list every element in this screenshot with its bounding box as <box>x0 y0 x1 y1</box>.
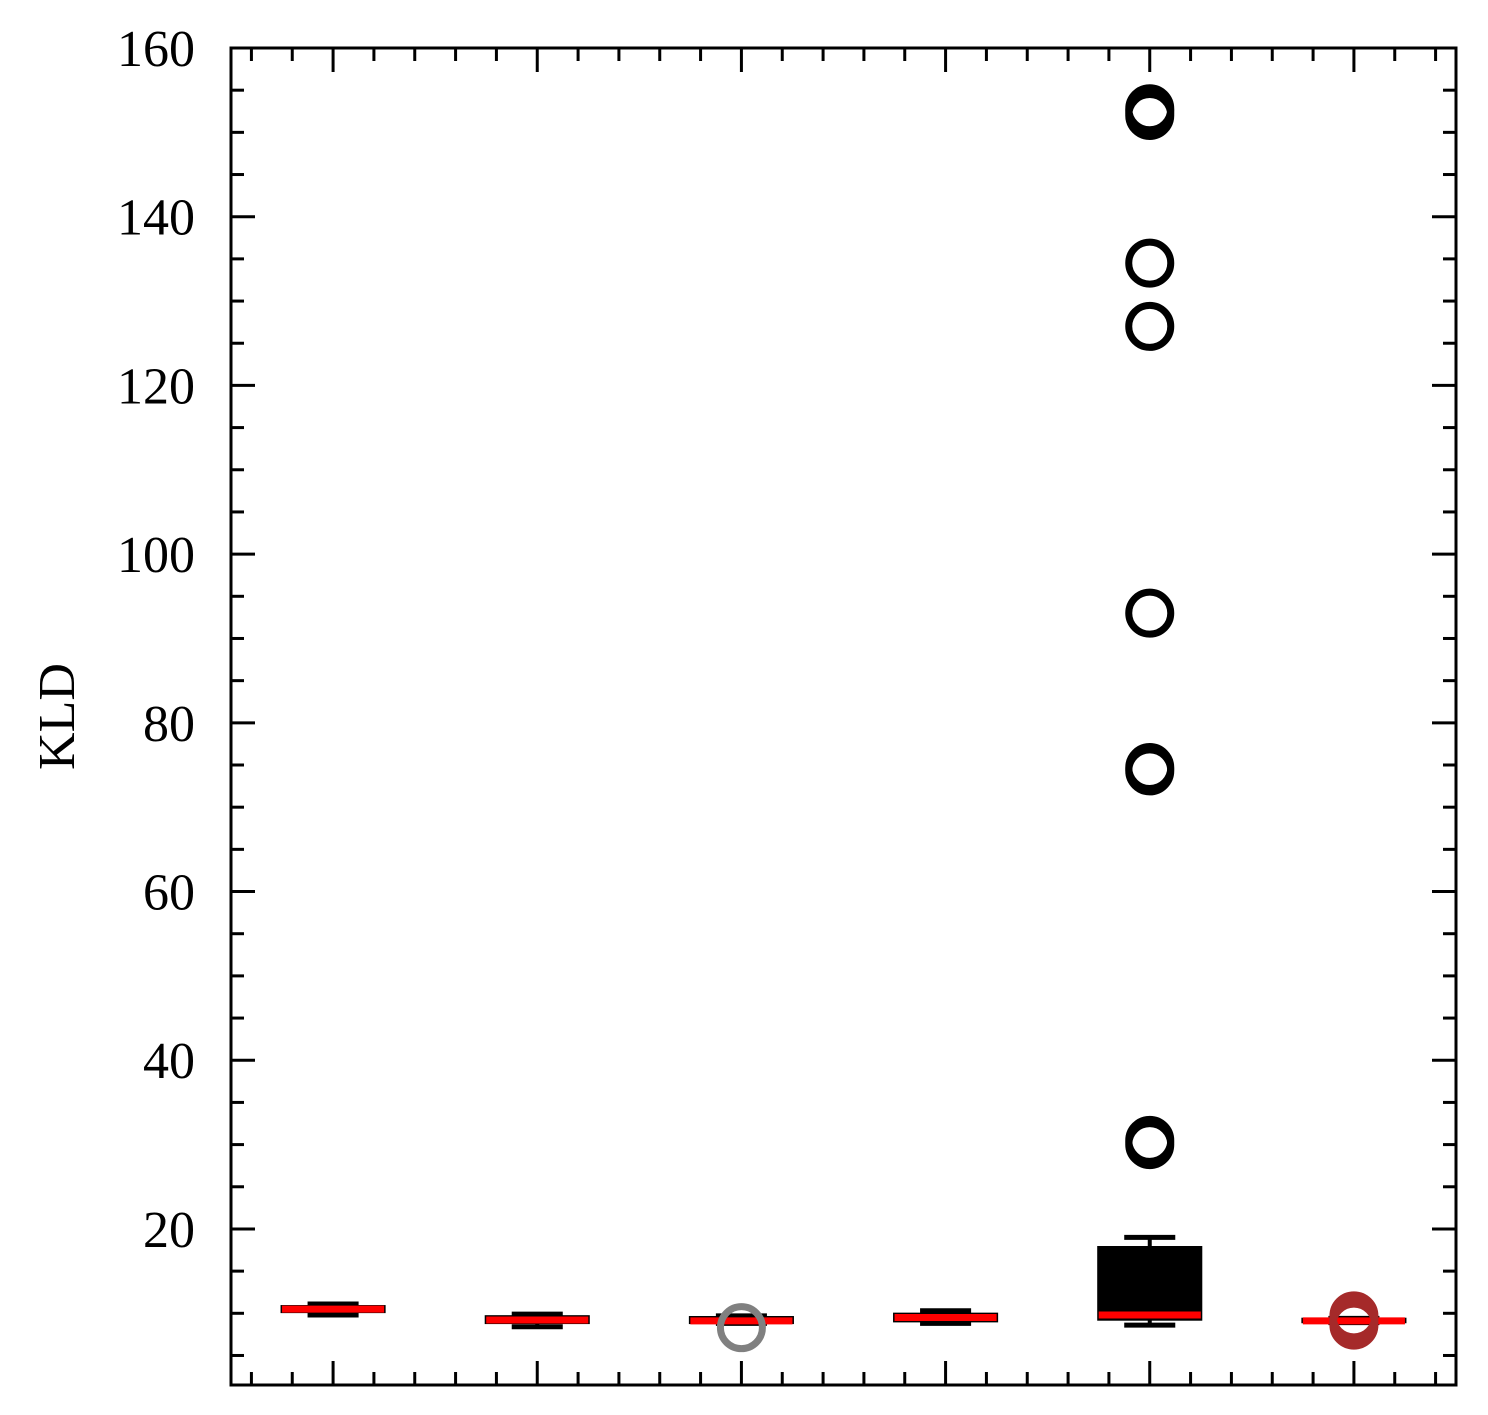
y-tick-label: 140 <box>117 190 195 247</box>
y-axis-label: KLD <box>29 663 86 770</box>
outlier-point <box>1329 1291 1379 1341</box>
outlier-point <box>1125 1115 1175 1165</box>
outlier-point <box>1125 84 1175 134</box>
y-tick-label: 60 <box>143 865 195 922</box>
box-group-6 <box>1301 1291 1407 1350</box>
box-group-1 <box>280 1301 386 1318</box>
box-iqr <box>1097 1246 1203 1321</box>
box-group-2 <box>484 1311 590 1330</box>
outlier-point <box>1125 238 1175 288</box>
plot-frame <box>229 46 1458 1387</box>
y-tick-label: 120 <box>117 358 195 415</box>
y-tick-label: 20 <box>143 1202 195 1259</box>
box-group-4 <box>893 1308 999 1326</box>
boxes-layer <box>280 84 1407 1353</box>
ticks-layer: 20 40 60 80 100 120 140 160 <box>117 21 1456 1385</box>
y-tick-label: 80 <box>143 696 195 753</box>
box-group-5 <box>1097 84 1203 1328</box>
y-tick-label: 100 <box>117 527 195 584</box>
y-tick-label: 160 <box>117 21 195 78</box>
outlier-point <box>1125 301 1175 351</box>
y-tick-label: 40 <box>143 1033 195 1090</box>
outlier-point <box>1125 588 1175 638</box>
outlier-point <box>716 1303 766 1353</box>
outlier-point <box>1125 743 1175 793</box>
box-group-3 <box>688 1303 794 1353</box>
